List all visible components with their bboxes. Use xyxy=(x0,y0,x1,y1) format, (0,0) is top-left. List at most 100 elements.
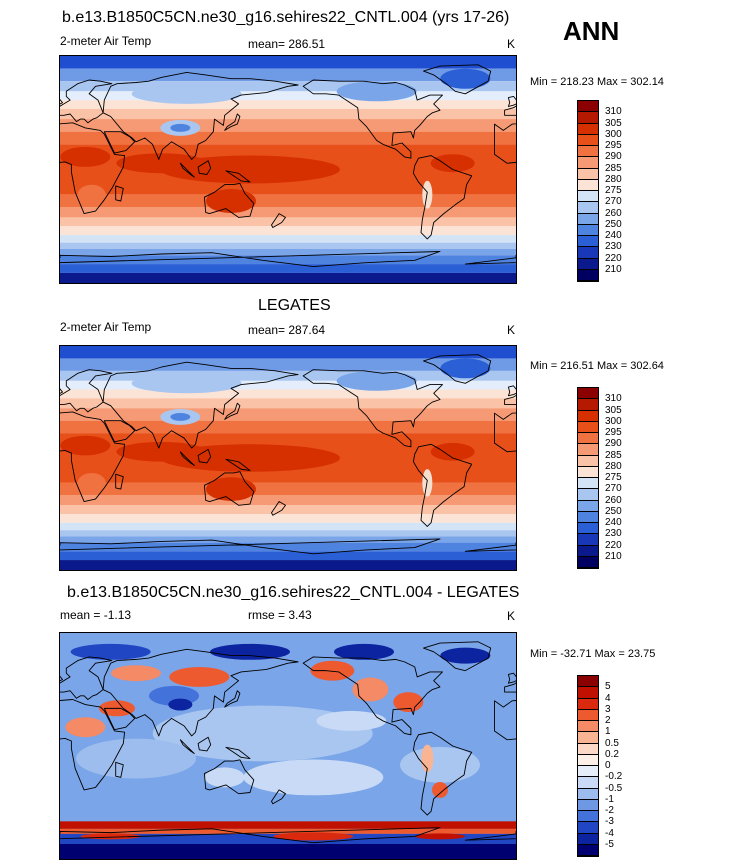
colorbar-tick-label: 290 xyxy=(605,151,622,163)
colorbar-swatch xyxy=(578,743,598,755)
colorbar-tick-label: 240 xyxy=(605,230,622,241)
colorbar-swatch xyxy=(578,466,598,478)
colorbar-tick-label: 270 xyxy=(605,196,622,208)
colorbar-tick-label: 250 xyxy=(605,218,622,230)
colorbar-tick-label: 300 xyxy=(605,415,622,427)
colorbar-swatch xyxy=(578,676,598,688)
colorbar-tick-label: 240 xyxy=(605,517,622,528)
colorbar-swatch xyxy=(578,134,598,146)
colorbar-tick-label: -3 xyxy=(605,816,614,828)
colorbar-tick-label: 0.2 xyxy=(605,748,619,760)
panel2-mean-label: mean= 287.64 xyxy=(248,323,326,337)
colorbar-tick-label: -4 xyxy=(605,827,614,839)
colorbar-swatch xyxy=(578,202,598,214)
colorbar-swatch xyxy=(578,157,598,169)
colorbar-swatch xyxy=(578,433,598,445)
panel1-variable-label: 2-meter Air Temp xyxy=(60,34,152,48)
panel3-units-label: K xyxy=(507,609,516,623)
colorbar-swatch xyxy=(578,833,598,845)
colorbar-swatch xyxy=(578,123,598,135)
colorbar-tick-label: 305 xyxy=(605,404,622,416)
colorbar-swatch xyxy=(578,269,598,281)
colorbar-tick-label: 3 xyxy=(605,703,611,715)
colorbar-tick-label: -0.5 xyxy=(605,782,623,794)
colorbar-tick-label: 230 xyxy=(605,241,622,253)
colorbar-tick-label: 275 xyxy=(605,472,622,483)
colorbar-tick-label: -0.2 xyxy=(605,771,623,783)
panel3-rmse-label: rmse = 3.43 xyxy=(248,608,312,622)
panel3-mean-label: mean = -1.13 xyxy=(60,608,132,622)
season-label: ANN xyxy=(563,16,620,46)
panel1-mean-label: mean= 286.51 xyxy=(248,37,326,51)
colorbar-swatch xyxy=(578,168,598,180)
colorbar-tick-label: 285 xyxy=(605,449,622,461)
colorbar-swatch xyxy=(578,489,598,501)
colorbar-swatch xyxy=(578,236,598,248)
colorbar-tick-label: 290 xyxy=(605,438,622,450)
colorbar-tick-label: 0.5 xyxy=(605,737,619,749)
colorbar-swatch xyxy=(578,822,598,834)
colorbar-swatch xyxy=(578,455,598,467)
panel2-colorbar: 310 305 300 295 290 285 280 275 270 260 250 240 230 2… xyxy=(577,387,622,569)
colorbar-swatch xyxy=(578,421,598,433)
colorbar-swatch xyxy=(578,799,598,811)
panel2-variable-label: 2-meter Air Temp xyxy=(60,320,152,334)
colorbar-tick-label: 260 xyxy=(605,207,622,219)
colorbar-swatch xyxy=(578,766,598,778)
colorbar-swatch xyxy=(578,101,598,113)
panel3-title: b.e13.B1850C5CN.ne30_g16.sehires22_CNTL.… xyxy=(67,584,520,601)
colorbar-tick-label: 270 xyxy=(605,483,622,495)
colorbar-swatch xyxy=(578,556,598,568)
colorbar-swatch xyxy=(578,709,598,721)
colorbar-tick-label: -5 xyxy=(605,838,614,850)
colorbar-swatch xyxy=(578,399,598,411)
colorbar-tick-label: 210 xyxy=(605,263,622,275)
colorbar-swatch xyxy=(578,754,598,766)
colorbar-swatch xyxy=(578,534,598,546)
panel1-title: b.e13.B1850C5CN.ne30_g16.sehires22_CNTL.… xyxy=(62,9,510,26)
colorbar-tick-label: 310 xyxy=(605,106,622,118)
colorbar-tick-label: 220 xyxy=(605,252,622,264)
panel3-minmax: Min = -32.71 Max = 23.75 xyxy=(530,648,656,660)
colorbar-swatch xyxy=(578,721,598,733)
colorbar-tick-label: -2 xyxy=(605,805,614,816)
colorbar-swatch xyxy=(578,788,598,800)
colorbar-tick-label: 310 xyxy=(605,393,622,405)
colorbar-swatch xyxy=(578,112,598,124)
colorbar-swatch xyxy=(578,687,598,699)
colorbar-tick-label: 295 xyxy=(605,140,622,151)
colorbar-tick-label: 1 xyxy=(605,726,611,738)
colorbar-swatch xyxy=(578,500,598,512)
colorbar-swatch xyxy=(578,410,598,422)
colorbar-swatch xyxy=(578,213,598,225)
colorbar-tick-label: 300 xyxy=(605,128,622,140)
colorbar-tick-label: 280 xyxy=(605,460,622,472)
colorbar-tick-label: 260 xyxy=(605,494,622,506)
colorbar-swatch xyxy=(578,545,598,557)
colorbar-tick-label: 5 xyxy=(605,681,611,693)
colorbar-swatch xyxy=(578,191,598,203)
colorbar-swatch xyxy=(578,698,598,710)
panel1-colorbar: 310 305 300 295 290 285 280 275 270 260 250 240 230 2… xyxy=(577,100,622,282)
colorbar-swatch xyxy=(578,844,598,856)
colorbar-tick-label: 4 xyxy=(605,692,611,704)
panel1-minmax: Min = 218.23 Max = 302.14 xyxy=(530,76,664,88)
colorbar-tick-label: 305 xyxy=(605,117,622,129)
colorbar-tick-label: -1 xyxy=(605,793,614,805)
colorbar-swatch xyxy=(578,179,598,191)
colorbar-swatch xyxy=(578,444,598,456)
colorbar-swatch xyxy=(578,224,598,236)
panel2-units-label: K xyxy=(507,323,516,337)
colorbar-tick-label: 0 xyxy=(605,760,611,771)
colorbar-tick-label: 275 xyxy=(605,185,622,196)
panel1-map xyxy=(59,55,517,284)
panel2-title: LEGATES xyxy=(258,297,331,314)
colorbar-tick-label: 230 xyxy=(605,528,622,540)
colorbar-tick-label: 2 xyxy=(605,715,611,726)
colorbar-tick-label: 295 xyxy=(605,427,622,438)
panel1-units-label: K xyxy=(507,37,516,51)
colorbar-swatch xyxy=(578,146,598,158)
colorbar-swatch xyxy=(578,511,598,523)
panel2-minmax: Min = 216.51 Max = 302.64 xyxy=(530,360,664,372)
colorbar-tick-label: 280 xyxy=(605,173,622,185)
